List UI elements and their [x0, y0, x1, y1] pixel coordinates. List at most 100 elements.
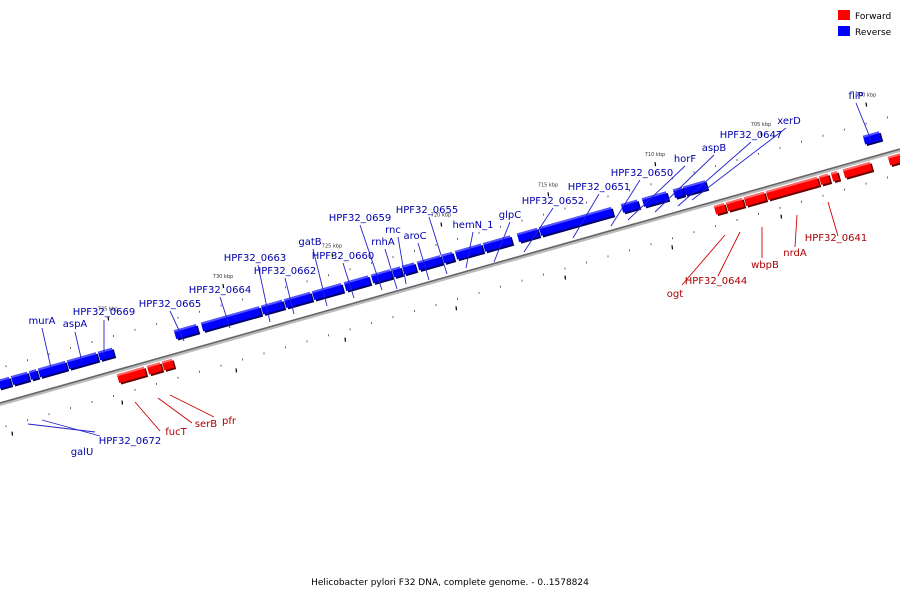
gene-label: HPF32_0644	[685, 276, 747, 287]
reverse-gene	[862, 131, 884, 147]
gene-leader-line	[627, 165, 686, 221]
gene-label: fucT	[165, 427, 187, 438]
gene-leader-line	[677, 141, 752, 207]
tick-layer: 735 kbp 730 kbp 725 kbp 720 kbp 715 kbp 710 k…	[5, 93, 888, 436]
gene-leader-line	[417, 242, 430, 281]
reverse-gene-body	[37, 361, 68, 378]
forward-gene-highlight	[887, 153, 900, 159]
reverse-gene	[538, 206, 616, 238]
major-tick-lower	[344, 337, 347, 342]
scale-tick-label: 725 kbp	[322, 243, 342, 249]
gene-label: HPF32_0662	[254, 266, 316, 277]
reverse-gene	[66, 352, 101, 371]
reverse-gene	[200, 306, 264, 333]
reverse-gene-body	[538, 206, 614, 236]
forward-gene	[146, 362, 165, 377]
gene-label: HPF32_0665	[139, 299, 201, 310]
gene-label: HPF32_0652	[522, 196, 584, 207]
gene-leader-line	[359, 224, 383, 291]
gene-leader-line	[855, 102, 872, 141]
gene-label: HPF32_0650	[611, 168, 673, 179]
forward-gene	[743, 191, 769, 208]
scale-tick-label: 735 kbp	[98, 307, 118, 313]
reverse-gene	[516, 227, 542, 244]
gene-label: xerD	[777, 116, 801, 127]
gene-leader-line	[397, 236, 407, 285]
forward-gene-body	[116, 366, 147, 384]
reverse-gene-highlight	[311, 283, 342, 294]
gene-label: rnc	[385, 225, 401, 236]
gene-label: HPF32_0672	[99, 436, 161, 447]
scale-tick-label: 710 kbp	[645, 152, 665, 158]
gene-label: aspA	[63, 319, 88, 330]
gene-label: hemN_1	[452, 220, 493, 231]
gene-label: rnhA	[371, 237, 395, 248]
forward-gene	[818, 173, 833, 187]
legend-swatch	[838, 26, 850, 36]
gene-label: nrdA	[783, 248, 807, 259]
reverse-gene-highlight	[66, 352, 97, 363]
legend-label: Reverse	[855, 28, 892, 38]
reverse-gene-highlight	[0, 376, 10, 383]
forward-gene	[842, 161, 875, 180]
gene-leader-line	[717, 231, 741, 277]
gene-label: HPF32_0641	[805, 233, 867, 244]
leader-lines	[27, 102, 872, 437]
scale-tick	[107, 316, 110, 321]
reverse-gene-body	[311, 283, 344, 300]
forward-gene-highlight	[146, 362, 161, 368]
gene-leader-line	[41, 419, 101, 437]
forward-gene	[830, 171, 842, 184]
gene-leader-line	[681, 234, 726, 286]
reverse-gene-highlight	[343, 275, 369, 285]
reverse-gene	[260, 299, 287, 316]
major-tick-lower	[455, 306, 458, 311]
reverse-gene	[10, 371, 32, 387]
gene-leader-line	[27, 423, 96, 433]
reverse-gene-highlight	[416, 255, 441, 264]
forward-gene-body	[842, 161, 873, 179]
gene-label: wbpB	[751, 260, 779, 271]
backbone-line	[0, 148, 900, 404]
forward-gene-highlight	[842, 161, 871, 172]
gene-leader-line	[691, 127, 787, 201]
reverse-gene	[441, 251, 457, 265]
reverse-gene	[37, 361, 70, 379]
legend-label: Forward	[855, 12, 891, 22]
gene-leader-line	[134, 401, 161, 432]
gene-leader-line	[428, 216, 448, 275]
gene-leader-line	[342, 262, 355, 299]
reverse-gene-highlight	[516, 227, 538, 236]
gene-leader-line	[384, 248, 398, 290]
gene-label: aspB	[702, 143, 727, 154]
forward-gene	[765, 176, 822, 202]
gene-leader-line	[284, 277, 295, 315]
gene-leader-line	[41, 327, 52, 369]
gene-label: glpC	[499, 210, 521, 221]
forward-gene-highlight	[743, 191, 765, 200]
scale-tick	[222, 283, 225, 289]
major-tick-lower	[564, 275, 567, 280]
gene-leader-line	[654, 154, 715, 213]
scale-tick	[654, 162, 657, 167]
scale-tick	[331, 253, 334, 258]
gene-leader-line	[312, 248, 328, 307]
gene-label: serB	[195, 419, 217, 430]
gene-leader-line	[523, 207, 554, 253]
major-tick-lower	[121, 400, 124, 405]
legend: Forward Reverse	[838, 10, 892, 38]
forward-gene	[725, 197, 747, 213]
gene-label: HPF32_0659	[329, 213, 391, 224]
reverse-gene	[97, 347, 117, 362]
scale-tick	[440, 222, 443, 227]
scale-tick	[547, 192, 550, 197]
scale-tick	[865, 102, 868, 107]
gene-label: HPF32_0660	[312, 251, 374, 262]
forward-gene-highlight	[818, 173, 829, 179]
gene-label: fliP	[848, 91, 863, 102]
reverse-gene-body	[283, 291, 313, 308]
reverse-gene	[416, 255, 445, 272]
reverse-gene-highlight	[370, 269, 391, 277]
gene-leader-line	[827, 201, 839, 237]
reverse-gene-body	[260, 299, 285, 315]
